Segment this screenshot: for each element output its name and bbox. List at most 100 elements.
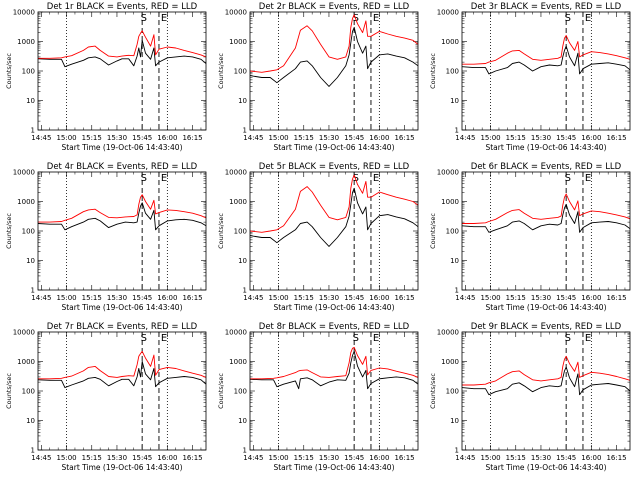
x-tick-label: 14:45 <box>31 294 51 302</box>
x-tick-label: 15:00 <box>480 294 500 302</box>
x-tick-label: 15:30 <box>107 454 127 462</box>
x-tick-label: 15:45 <box>132 454 152 462</box>
y-axis-label: Counts/sec <box>429 53 437 89</box>
x-tick-label: 15:45 <box>556 294 576 302</box>
y-tick-label: 1000 <box>441 358 459 366</box>
series-line-black <box>37 202 207 231</box>
x-tick-label: 15:00 <box>268 294 288 302</box>
y-tick-label: 100 <box>446 388 459 396</box>
x-tick-label: 16:00 <box>581 454 601 462</box>
y-tick-label: 1000 <box>17 38 35 46</box>
y-tick-label: 1000 <box>229 358 247 366</box>
x-tick-label: 15:00 <box>268 454 288 462</box>
x-axis-label: Start Time (19-Oct-06 14:43:40) <box>485 463 606 472</box>
x-tick-label: 15:00 <box>268 134 288 142</box>
x-tick-label: 15:15 <box>294 454 314 462</box>
x-tick-label: 14:45 <box>243 454 263 462</box>
y-tick-label: 10000 <box>437 9 459 17</box>
x-tick-label: 15:45 <box>132 294 152 302</box>
chart-panel-3: Det 3r BLACK = Events, RED = LLD Counts/s… <box>429 2 631 152</box>
end-marker: E <box>161 173 167 184</box>
x-tick-label: 16:15 <box>182 134 202 142</box>
start-marker: S <box>565 173 571 184</box>
y-tick-label: 100 <box>22 228 35 236</box>
plot-frame <box>249 11 419 131</box>
y-tick-label: 10 <box>238 97 247 105</box>
x-tick-label: 15:15 <box>82 294 102 302</box>
y-tick-label: 10 <box>26 97 35 105</box>
y-tick-label: 10000 <box>225 329 247 337</box>
y-tick-label: 100 <box>446 228 459 236</box>
x-tick-label: 15:30 <box>107 294 127 302</box>
y-axis-label: Counts/sec <box>5 213 13 249</box>
y-tick-label: 10000 <box>13 9 35 17</box>
y-tick-label: 10 <box>450 257 459 265</box>
x-tick-label: 15:00 <box>480 134 500 142</box>
chart-title: Det 4r BLACK = Events, RED = LLD <box>47 162 198 172</box>
x-tick-label: 15:45 <box>132 134 152 142</box>
y-tick-label: 10000 <box>225 169 247 177</box>
x-tick-label: 16:00 <box>581 134 601 142</box>
end-marker: E <box>373 13 379 24</box>
x-tick-label: 15:30 <box>319 294 339 302</box>
plot-frame <box>37 171 207 291</box>
x-axis-label: Start Time (19-Oct-06 14:43:40) <box>273 143 394 152</box>
end-marker: E <box>373 333 379 344</box>
chart-title: Det 6r BLACK = Events, RED = LLD <box>471 162 622 172</box>
x-tick-label: 15:45 <box>344 294 364 302</box>
plot-frame <box>249 331 419 451</box>
series-line-red <box>250 346 419 380</box>
series-line-red <box>462 193 631 224</box>
chart-title: Det 1r BLACK = Events, RED = LLD <box>47 2 198 12</box>
x-tick-label: 15:00 <box>56 134 76 142</box>
series-line-black <box>249 350 419 390</box>
series-line-black <box>461 366 631 396</box>
x-tick-label: 15:15 <box>294 134 314 142</box>
x-tick-label: 16:00 <box>581 294 601 302</box>
x-tick-label: 15:00 <box>56 454 76 462</box>
x-tick-label: 16:00 <box>369 294 389 302</box>
start-marker: S <box>565 13 571 24</box>
x-axis-label: Start Time (19-Oct-06 14:43:40) <box>273 463 394 472</box>
x-tick-label: 16:15 <box>606 294 626 302</box>
x-tick-label: 14:45 <box>243 134 263 142</box>
y-tick-label: 10 <box>26 257 35 265</box>
series-line-black <box>249 26 419 87</box>
y-tick-label: 1 <box>243 447 247 455</box>
end-marker: E <box>585 173 591 184</box>
y-tick-label: 10 <box>26 417 35 425</box>
x-axis-label: Start Time (19-Oct-06 14:43:40) <box>61 303 182 312</box>
x-tick-label: 14:45 <box>455 294 475 302</box>
y-tick-label: 1 <box>455 447 459 455</box>
chart-panel-2: Det 2r BLACK = Events, RED = LLD Counts/s… <box>217 2 419 152</box>
plot-frame <box>461 11 631 131</box>
x-axis-label: Start Time (19-Oct-06 14:43:40) <box>273 303 394 312</box>
x-tick-label: 14:45 <box>31 454 51 462</box>
y-tick-label: 10 <box>238 417 247 425</box>
plot-frame <box>461 331 631 451</box>
end-marker: E <box>161 13 167 24</box>
y-tick-label: 1 <box>455 287 459 295</box>
series-line-red <box>462 355 631 386</box>
chart-title: Det 7r BLACK = Events, RED = LLD <box>47 322 198 332</box>
x-tick-label: 15:30 <box>319 134 339 142</box>
y-axis-label: Counts/sec <box>429 213 437 249</box>
y-tick-label: 1000 <box>441 198 459 206</box>
x-tick-label: 15:30 <box>531 134 551 142</box>
y-tick-label: 10000 <box>437 329 459 337</box>
series-line-black <box>461 45 631 75</box>
plot-frame <box>37 331 207 451</box>
x-tick-label: 16:15 <box>182 294 202 302</box>
series-line-red <box>38 350 207 380</box>
y-tick-label: 10 <box>238 257 247 265</box>
x-axis-label: Start Time (19-Oct-06 14:43:40) <box>485 143 606 152</box>
chart-panel-6: Det 6r BLACK = Events, RED = LLD Counts/s… <box>429 162 631 312</box>
start-marker: S <box>565 333 571 344</box>
x-tick-label: 14:45 <box>455 134 475 142</box>
y-tick-label: 100 <box>234 68 247 76</box>
series-line-black <box>37 361 207 389</box>
y-tick-label: 1000 <box>17 198 35 206</box>
x-tick-label: 14:45 <box>243 294 263 302</box>
x-tick-label: 15:15 <box>82 134 102 142</box>
chart-title: Det 9r BLACK = Events, RED = LLD <box>471 322 622 332</box>
